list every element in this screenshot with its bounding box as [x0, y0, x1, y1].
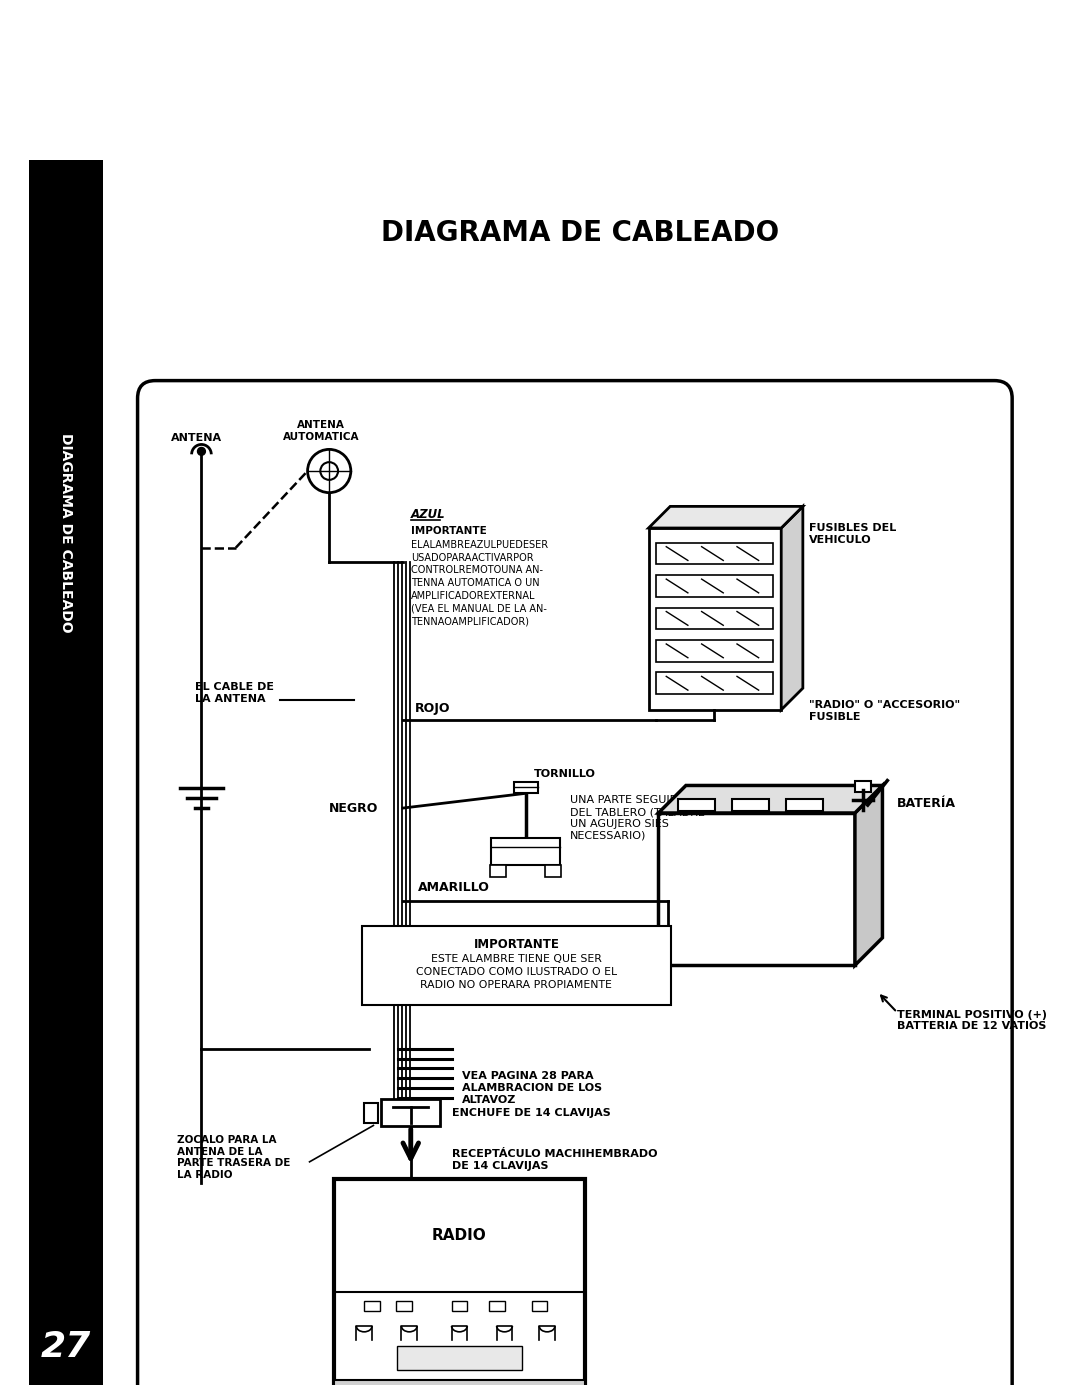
Bar	[489, 1302, 504, 1312]
Polygon shape	[659, 785, 882, 813]
Bar	[657, 608, 773, 629]
Bar	[362, 926, 671, 1004]
Text: RADIO: RADIO	[432, 1228, 487, 1242]
FancyBboxPatch shape	[137, 380, 1012, 1397]
Bar	[649, 528, 781, 710]
FancyBboxPatch shape	[491, 838, 561, 865]
Circle shape	[198, 447, 205, 455]
Bar	[531, 1302, 548, 1312]
Polygon shape	[781, 506, 802, 710]
Bar	[545, 865, 562, 877]
Bar	[659, 813, 855, 965]
Bar	[855, 781, 870, 792]
Bar	[364, 1102, 378, 1123]
Text: AZUL: AZUL	[410, 509, 445, 521]
Text: 27: 27	[41, 1330, 92, 1363]
Text: BATERÍA: BATERÍA	[897, 796, 956, 810]
Bar	[334, 1179, 584, 1397]
Text: ELALAMBREAZULPUEDESER
USADOPARAACTIVARPOR
CONTROLREMOTOUNA AN-
TENNA AUTOMATICA : ELALAMBREAZULPUEDESER USADOPARAACTIVARPO…	[410, 539, 548, 627]
Bar	[364, 1302, 379, 1312]
Bar	[334, 1380, 584, 1397]
Text: UNA PARTE SEGUIRA
DEL TABLERO (TALADRE
UN AGUJERO SIES
NECESSARIO): UNA PARTE SEGUIRA DEL TABLERO (TALADRE U…	[570, 795, 705, 840]
Text: "RADIO" O "ACCESORIO"
FUSIBLE: "RADIO" O "ACCESORIO" FUSIBLE	[809, 700, 960, 722]
Bar	[657, 640, 773, 662]
Bar	[732, 799, 769, 812]
Text: VEA PAGINA 28 PARA
ALAMBRACION DE LOS
ALTAVOZ: VEA PAGINA 28 PARA ALAMBRACION DE LOS AL…	[462, 1071, 602, 1105]
Text: DIAGRAMA DE CABLEADO: DIAGRAMA DE CABLEADO	[381, 219, 779, 247]
Bar	[381, 1099, 441, 1126]
Text: NEGRO: NEGRO	[329, 802, 379, 814]
Bar	[396, 1302, 413, 1312]
Bar	[786, 799, 823, 812]
Text: RECEPTÁCULO MACHIHEMBRADO
DE 14 CLAVIJAS: RECEPTÁCULO MACHIHEMBRADO DE 14 CLAVIJAS	[453, 1150, 658, 1171]
Text: DIAGRAMA DE CABLEADO: DIAGRAMA DE CABLEADO	[59, 433, 73, 633]
Bar	[396, 1345, 522, 1370]
Text: ESTE ALAMBRE TIENE QUE SER
CONECTADO COMO ILUSTRADO O EL
RADIO NO OPERARA PROPIA: ESTE ALAMBRE TIENE QUE SER CONECTADO COM…	[416, 954, 617, 990]
Bar	[451, 1302, 468, 1312]
Bar	[678, 799, 715, 812]
Text: ANTENA
AUTOMATICA: ANTENA AUTOMATICA	[283, 420, 360, 441]
Text: FUSIBLES DEL
VEHICULO: FUSIBLES DEL VEHICULO	[809, 522, 896, 545]
Polygon shape	[855, 785, 882, 965]
Bar	[657, 543, 773, 564]
Text: ANTENA: ANTENA	[171, 433, 222, 443]
Text: ROJO: ROJO	[415, 701, 450, 715]
Text: ENCHUFE DE 14 CLAVIJAS: ENCHUFE DE 14 CLAVIJAS	[453, 1108, 611, 1118]
Text: IMPORTANTE: IMPORTANTE	[410, 527, 486, 536]
Text: TORNILLO: TORNILLO	[534, 768, 595, 778]
Bar	[657, 672, 773, 694]
Bar	[657, 576, 773, 597]
Text: TERMINAL POSITIVO (+)
BATTERIA DE 12 VATIOS: TERMINAL POSITIVO (+) BATTERIA DE 12 VAT…	[897, 1010, 1048, 1031]
Polygon shape	[649, 506, 802, 528]
Bar	[490, 865, 507, 877]
Text: AMARILLO: AMARILLO	[418, 880, 489, 894]
Text: EL CABLE DE
LA ANTENA: EL CABLE DE LA ANTENA	[194, 682, 273, 704]
Text: ZOCALO PARA LA
ANTENA DE LA
PARTE TRASERA DE
LA RADIO: ZOCALO PARA LA ANTENA DE LA PARTE TRASER…	[177, 1136, 291, 1180]
Bar	[514, 781, 538, 793]
Text: IMPORTANTE: IMPORTANTE	[473, 937, 559, 951]
Bar	[29, 159, 104, 1384]
